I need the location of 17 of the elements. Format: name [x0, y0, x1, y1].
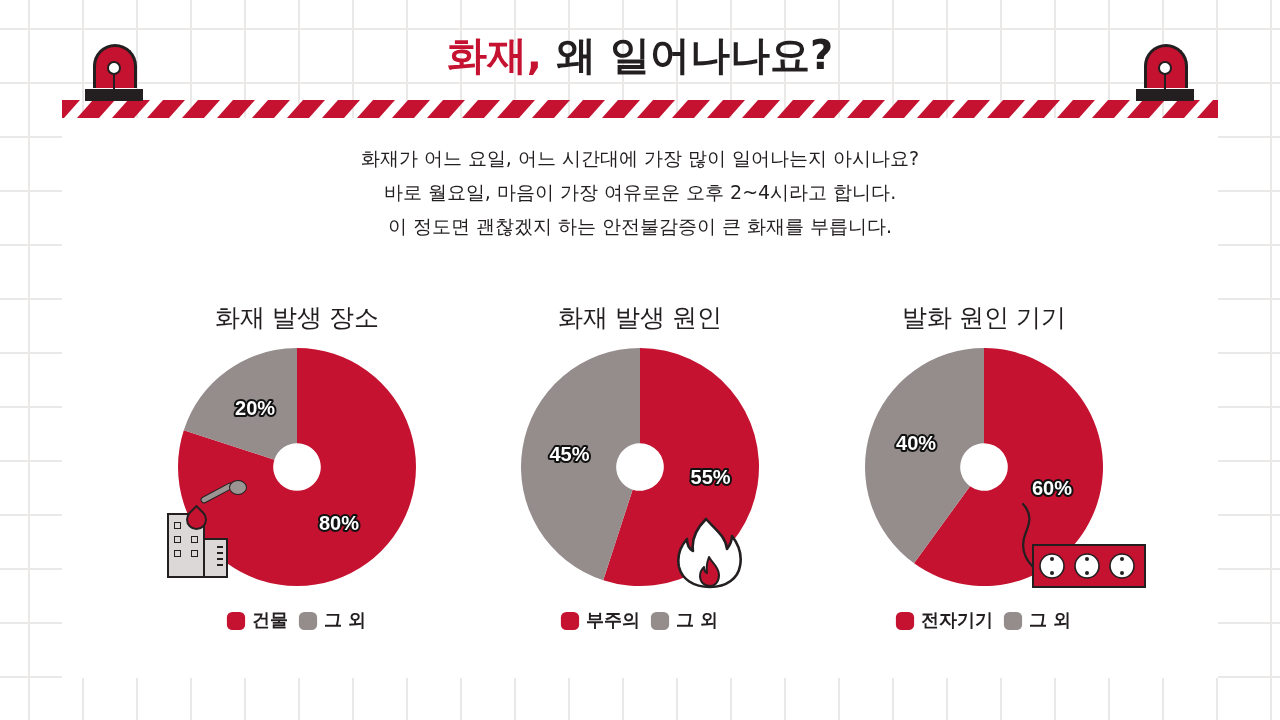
data-label: 80%: [318, 512, 359, 535]
text: 화재가 어느 요일, 어느 시간대에 가장 많이 일어나는지 아시나요? 바로 월요일, 마음이 가장 여유로운 오후 2~4시라고 합니다. 이 정도면 괜찮겠지 하는 안전불감증이 큰 화재를 부릅니다.: [359, 146, 921, 239]
legend-label: 전자기기: [921, 609, 993, 630]
legend-label: 부주의: [586, 609, 641, 630]
data-label: 40%: [895, 432, 936, 455]
data-label: 55%: [690, 465, 731, 488]
legend-label: 그 외: [676, 609, 718, 630]
legend-label: 건물: [252, 609, 288, 630]
text: 화재, 왜 일어나나요?: [446, 32, 834, 78]
chart-title: 화재 발생 원인: [558, 302, 722, 331]
legend-label: 그 외: [324, 609, 366, 630]
chart-title: 발화 원인 기기: [901, 302, 1066, 331]
legend-label: 그 외: [1029, 609, 1071, 630]
data-label: 60%: [1031, 476, 1072, 499]
chart-title: 화재 발생 장소: [214, 302, 379, 331]
data-label: 20%: [234, 396, 275, 419]
data-label: 45%: [549, 443, 590, 466]
